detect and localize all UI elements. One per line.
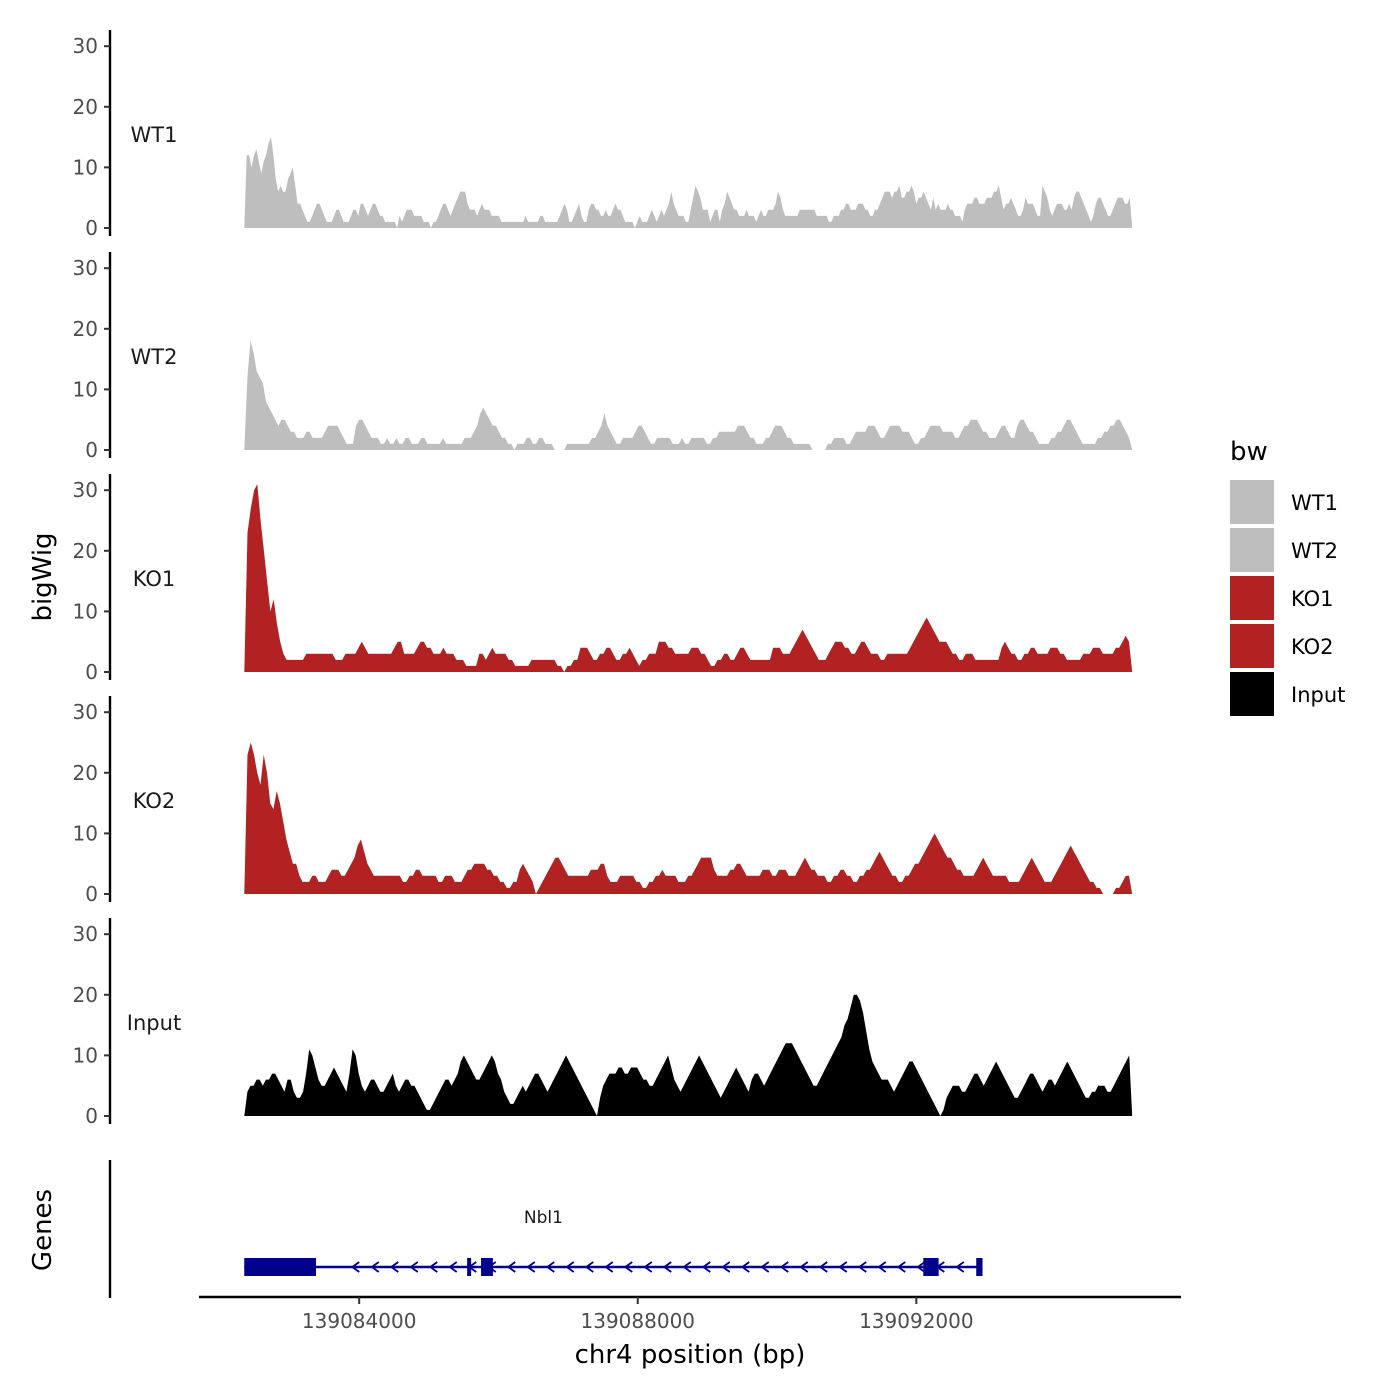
legend-key-wt1 xyxy=(1230,480,1274,524)
x-tick-label: 139092000 xyxy=(859,1309,974,1333)
exon xyxy=(481,1258,493,1276)
strand-arrow xyxy=(877,1261,887,1273)
strand-arrow xyxy=(779,1261,789,1273)
legend-key-input xyxy=(1230,672,1274,716)
area-ko2 xyxy=(244,742,1133,894)
strand-arrow xyxy=(701,1261,711,1273)
strand-arrow xyxy=(955,1261,965,1273)
y-axis-title: bigWig xyxy=(28,532,58,621)
strand-arrow xyxy=(565,1261,575,1273)
y-tick-label: 30 xyxy=(73,256,98,280)
track-label-wt2: WT2 xyxy=(131,345,178,369)
exon xyxy=(467,1258,472,1276)
strand-arrow xyxy=(526,1261,536,1273)
track-label-wt1: WT1 xyxy=(131,123,178,147)
legend-key-wt2 xyxy=(1230,528,1274,572)
strand-arrow xyxy=(916,1261,926,1273)
track-ko2: 0 10 20 30 KO2 xyxy=(73,696,1133,906)
strand-arrow xyxy=(409,1261,419,1273)
strand-arrow xyxy=(643,1261,653,1273)
legend-label-wt2: WT2 xyxy=(1291,539,1338,563)
y-tick-label: 0 xyxy=(85,882,98,906)
y-tick-label: 0 xyxy=(85,660,98,684)
y-tick-label: 20 xyxy=(73,539,98,563)
legend-title: bw xyxy=(1230,437,1268,467)
area-input xyxy=(244,994,1133,1116)
strand-arrow xyxy=(857,1261,867,1273)
strand-arrow xyxy=(428,1261,438,1273)
track-ko1: 0 10 20 30 KO1 xyxy=(73,474,1133,684)
legend-label-ko2: KO2 xyxy=(1291,635,1334,659)
strand-arrow xyxy=(370,1261,380,1273)
strand-arrow xyxy=(682,1261,692,1273)
y-tick-label: 30 xyxy=(73,478,98,502)
genes-axis-title: Genes xyxy=(28,1189,58,1271)
legend-label-ko1: KO1 xyxy=(1291,587,1334,611)
strand-arrow xyxy=(545,1261,555,1273)
strand-arrow xyxy=(740,1261,750,1273)
strand-arrow xyxy=(623,1261,633,1273)
strand-arrow xyxy=(506,1261,516,1273)
strand-arrow xyxy=(896,1261,906,1273)
legend-label-input: Input xyxy=(1291,683,1345,707)
y-tick-label: 0 xyxy=(85,1104,98,1128)
gene-label: Nbl1 xyxy=(524,1208,563,1228)
legend-label-wt1: WT1 xyxy=(1291,491,1338,515)
strand-arrow xyxy=(389,1261,399,1273)
strand-arrow xyxy=(604,1261,614,1273)
x-tick-label: 139084000 xyxy=(302,1309,417,1333)
strand-arrow xyxy=(350,1261,360,1273)
y-tick-label: 20 xyxy=(73,761,98,785)
y-tick-label: 20 xyxy=(73,95,98,119)
y-tick-label: 0 xyxy=(85,438,98,462)
y-tick-label: 10 xyxy=(73,377,98,401)
area-ko1 xyxy=(244,484,1133,672)
y-tick-label: 30 xyxy=(73,700,98,724)
track-wt2: 0 10 20 30 WT2 xyxy=(73,252,1133,462)
strand-arrow xyxy=(584,1261,594,1273)
area-wt1 xyxy=(244,137,1133,228)
track-label-input: Input xyxy=(127,1011,181,1035)
strand-arrow xyxy=(662,1261,672,1273)
track-label-ko2: KO2 xyxy=(133,789,176,813)
y-tick-label: 10 xyxy=(73,1043,98,1067)
x-axis-title: chr4 position (bp) xyxy=(575,1340,806,1370)
x-tick-label: 139088000 xyxy=(581,1309,696,1333)
y-tick-label: 30 xyxy=(73,922,98,946)
signal-tracks: 0 10 20 30 WT1 0 10 20 30 WT2 0 10 20 30 KO1 0 10 20 30 KO2… xyxy=(73,30,1133,1128)
y-tick-label: 10 xyxy=(73,155,98,179)
y-tick-label: 20 xyxy=(73,983,98,1007)
strand-arrow xyxy=(818,1261,828,1273)
exon xyxy=(923,1258,939,1276)
y-tick-label: 10 xyxy=(73,821,98,845)
gene-nbl1: Nbl1 xyxy=(244,1208,983,1276)
legend-key-ko1 xyxy=(1230,576,1274,620)
legend: bw WT1 WT2 KO1 KO2 Input xyxy=(1230,437,1345,716)
strand-arrow xyxy=(448,1261,458,1273)
gene-track: Nbl1 xyxy=(108,1160,983,1298)
strand-arrow xyxy=(838,1261,848,1273)
strand-arrow xyxy=(721,1261,731,1273)
strand-arrow xyxy=(760,1261,770,1273)
y-tick-label: 10 xyxy=(73,599,98,623)
y-tick-label: 20 xyxy=(73,317,98,341)
area-wt2 xyxy=(244,340,1133,450)
track-input: 0 10 20 30 Input xyxy=(73,918,1133,1128)
exon xyxy=(976,1258,983,1276)
exon xyxy=(244,1258,317,1276)
track-wt1: 0 10 20 30 WT1 xyxy=(73,30,1133,240)
y-tick-label: 0 xyxy=(85,216,98,240)
x-axis: 139084000 139088000 139092000 xyxy=(199,1295,1181,1333)
legend-key-ko2 xyxy=(1230,624,1274,668)
track-label-ko1: KO1 xyxy=(133,567,176,591)
strand-arrow xyxy=(799,1261,809,1273)
y-tick-label: 30 xyxy=(73,34,98,58)
